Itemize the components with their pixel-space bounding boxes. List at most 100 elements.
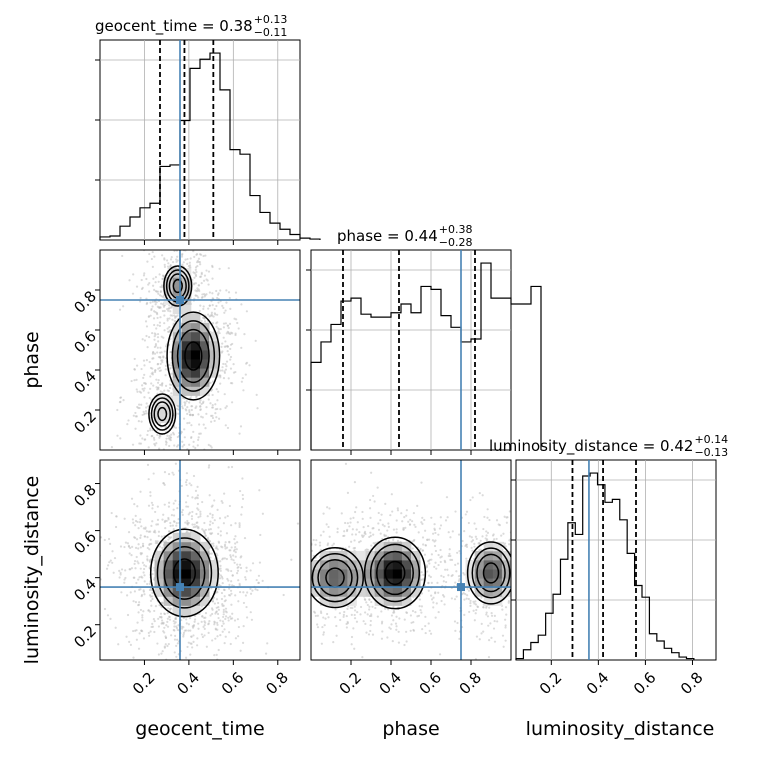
- scatter-point: [137, 647, 141, 650]
- scatter-point: [119, 437, 122, 440]
- density-cell: [154, 578, 165, 588]
- scatter-point: [209, 520, 212, 523]
- scatter-point: [186, 422, 189, 425]
- density-cell: [347, 578, 357, 588]
- scatter-point: [446, 516, 449, 519]
- scatter-point: [207, 631, 210, 634]
- scatter-point: [501, 634, 505, 637]
- scatter-point: [454, 563, 457, 566]
- scatter-point: [258, 489, 261, 492]
- density-cell: [492, 587, 503, 597]
- panel-title-geocent_time: geocent_time = 0.38 +0.13−0.11: [95, 13, 287, 39]
- scatter-point: [463, 573, 466, 576]
- scatter-point: [151, 367, 154, 370]
- scatter-point: [135, 581, 138, 585]
- scatter-point: [254, 588, 257, 591]
- scatter-point: [206, 279, 209, 282]
- scatter-point: [478, 548, 481, 552]
- scatter-point: [405, 514, 408, 517]
- scatter-point: [487, 624, 490, 627]
- scatter-point: [216, 313, 219, 316]
- scatter-point: [157, 280, 160, 283]
- scatter-point: [202, 400, 205, 403]
- scatter-point: [190, 405, 193, 408]
- scatter-point: [149, 538, 152, 541]
- scatter-point: [336, 527, 339, 530]
- scatter-point: [192, 634, 195, 637]
- scatter-point: [157, 653, 160, 656]
- scatter-point: [171, 471, 174, 474]
- density-cell: [190, 578, 201, 588]
- scatter-point: [137, 527, 140, 530]
- scatter-point: [166, 617, 169, 620]
- scatter-point: [442, 580, 445, 583]
- scatter-point: [195, 395, 198, 398]
- scatter-point: [367, 633, 371, 636]
- density-cell: [401, 578, 412, 588]
- scatter-point: [345, 614, 348, 618]
- density-cell: [374, 596, 385, 606]
- scatter-point: [196, 502, 200, 506]
- scatter-point: [213, 419, 216, 422]
- scatter-point: [186, 262, 189, 265]
- scatter-point: [234, 333, 237, 337]
- scatter-point: [228, 504, 232, 508]
- scatter-point: [210, 420, 213, 423]
- scatter-point: [204, 534, 207, 537]
- scatter-point: [148, 252, 151, 256]
- scatter-point: [228, 296, 231, 300]
- contour-line: [163, 545, 206, 600]
- scatter-point: [434, 539, 437, 542]
- density-cell: [411, 569, 421, 579]
- scatter-point: [301, 587, 303, 589]
- density-cell: [501, 569, 511, 579]
- scatter-point: [480, 622, 483, 625]
- scatter-point: [219, 633, 222, 637]
- scatter-point: [192, 271, 195, 274]
- scatter-point: [458, 637, 461, 640]
- scatter-point: [138, 601, 141, 604]
- scatter-point: [224, 516, 227, 519]
- scatter-point: [169, 264, 172, 267]
- scatter-point: [458, 578, 461, 581]
- scatter-point: [364, 532, 367, 536]
- scatter-point: [206, 515, 209, 518]
- scatter-point: [229, 554, 232, 557]
- scatter-point: [139, 546, 142, 549]
- scatter-point: [160, 335, 163, 338]
- scatter-point: [130, 567, 134, 570]
- scatter-point: [150, 588, 153, 592]
- scatter-point: [140, 403, 143, 406]
- scatter-point: [159, 435, 162, 438]
- scatter-point: [346, 607, 349, 610]
- panel-title-phase: phase = 0.44 +0.38−0.28: [337, 223, 473, 249]
- scatter-point: [114, 525, 118, 529]
- density-cell: [190, 550, 201, 561]
- scatter-point: [308, 574, 310, 576]
- scatter-point: [128, 552, 131, 555]
- scatter-point: [490, 636, 493, 639]
- scatter-point: [147, 391, 150, 394]
- scatter-point: [241, 376, 244, 380]
- scatter-point: [316, 626, 320, 629]
- scatter-point: [311, 549, 314, 552]
- scatter-point: [135, 555, 138, 559]
- scatter-point: [240, 505, 244, 509]
- scatter-point: [141, 384, 144, 387]
- scatter-point: [339, 618, 342, 622]
- scatter-point: [164, 364, 168, 368]
- scatter-point: [456, 562, 460, 565]
- contour-line: [311, 547, 364, 609]
- scatter-point: [403, 618, 406, 621]
- scatter-point: [227, 326, 230, 330]
- scatter-point: [123, 517, 126, 520]
- scatter-point: [391, 640, 394, 643]
- y-tick-label: 0.8: [70, 287, 100, 317]
- scatter-point: [155, 523, 158, 526]
- scatter-point: [200, 620, 203, 623]
- scatter-point: [188, 421, 191, 424]
- scatter-point: [226, 514, 229, 518]
- scatter-point: [198, 247, 200, 249]
- scatter-point: [210, 311, 214, 314]
- scatter-point: [475, 608, 478, 612]
